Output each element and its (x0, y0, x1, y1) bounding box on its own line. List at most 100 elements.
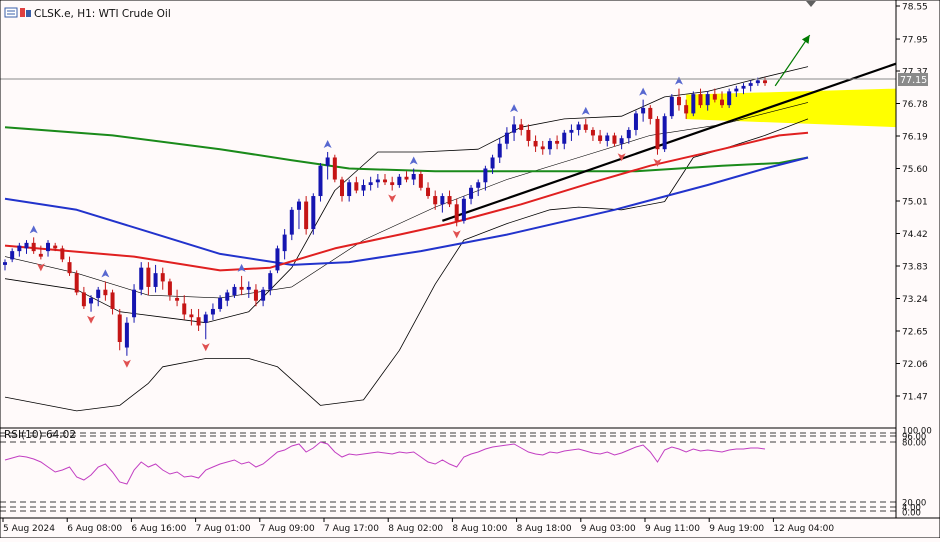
candle-body (662, 116, 667, 150)
candle-body (669, 96, 674, 117)
candle-body (139, 267, 144, 290)
fractal-up-icon (409, 156, 418, 165)
price-tick-label: 78.55 (902, 3, 928, 13)
price-tick-label: 75.60 (902, 165, 928, 175)
candle-body (469, 187, 474, 199)
candle-body (490, 157, 495, 169)
candle (476, 179, 481, 197)
rsi-tick-label: 80.00 (902, 439, 926, 449)
symbol-label: CLSK.e, H1: WTI Crude Oil (34, 8, 171, 20)
candle (418, 171, 423, 191)
candle (590, 127, 595, 141)
current-price-tag: 77.15 (898, 73, 928, 86)
candle-body (626, 129, 631, 139)
candle (469, 185, 474, 205)
candle-body (433, 196, 438, 205)
candle-body (641, 107, 646, 114)
fractal-up-icon (639, 87, 648, 96)
candle-body (289, 209, 294, 235)
candle (426, 182, 431, 199)
candle (253, 284, 258, 307)
candle (720, 91, 724, 108)
candle (275, 245, 280, 274)
candle (196, 308, 201, 331)
candle (533, 135, 538, 152)
candle (289, 207, 294, 241)
candle (38, 245, 43, 260)
candle (562, 129, 567, 150)
candle-body (261, 289, 266, 301)
candle (296, 198, 301, 230)
ma-fast-line (4, 131, 809, 272)
candle-body (497, 143, 502, 158)
candle (383, 174, 388, 186)
rsi-line (4, 441, 766, 485)
price-tick-label: 72.65 (902, 328, 928, 338)
candle-body (96, 289, 101, 298)
candle-body (555, 140, 560, 144)
candle-body (390, 182, 395, 186)
candle (124, 317, 129, 356)
candle (734, 85, 739, 97)
candle-body (325, 157, 330, 166)
candle-body (275, 248, 280, 271)
candle (619, 135, 624, 150)
fractal-up-icon (323, 139, 332, 148)
candle-body (547, 140, 552, 150)
candle (483, 165, 488, 191)
candle-body (727, 91, 732, 106)
candle (46, 240, 51, 257)
candle-body (741, 85, 746, 89)
candle-body (10, 251, 15, 260)
candle-body (103, 289, 108, 296)
fractal-down-icon (617, 153, 626, 162)
candle-body (110, 292, 115, 309)
chart-type-icon[interactable] (20, 8, 25, 17)
fractal-up-icon (674, 76, 683, 85)
candle-body (533, 140, 538, 147)
rsi-label: RSI(10) 64.02 (4, 429, 76, 441)
candle-body (375, 179, 380, 183)
time-tick-label: 6 Aug 16:00 (131, 524, 186, 534)
candle-body (404, 176, 409, 180)
candle (390, 176, 395, 191)
candle-body (67, 262, 72, 274)
candle (132, 284, 137, 323)
candle (648, 105, 653, 125)
candle-body (268, 273, 273, 290)
window-list-icon[interactable] (4, 7, 18, 18)
rsi-tick-label: 20.00 (902, 499, 926, 509)
shift-marker-icon (806, 1, 816, 7)
candle-body (239, 286, 244, 290)
candle-body (440, 196, 445, 205)
ma-slow-line (4, 126, 809, 173)
candle-body (304, 201, 309, 230)
candle-body (583, 124, 588, 130)
candle (31, 237, 36, 254)
candle-body (38, 253, 43, 257)
rsi-tick-label: 0.00 (902, 509, 921, 519)
candle (246, 281, 251, 298)
fractal-down-icon (36, 263, 45, 272)
candle (167, 278, 172, 301)
candle-body (153, 273, 158, 287)
candle-body (368, 182, 373, 186)
candle-body (605, 135, 610, 141)
candle (318, 162, 323, 202)
fractal-down-icon (122, 359, 131, 368)
time-tick-label: 9 Aug 19:00 (709, 524, 764, 534)
candle-body (253, 289, 258, 301)
candle-body (354, 182, 359, 191)
candle-body (318, 165, 323, 197)
candle-body (562, 132, 567, 144)
rsi-tick-label: 100.00 (902, 427, 932, 437)
candle (504, 127, 509, 150)
candle-body (24, 242, 29, 249)
candle (153, 264, 158, 293)
candle (605, 132, 610, 147)
fractal-down-icon (388, 194, 397, 203)
candle (347, 179, 352, 202)
candle (261, 286, 266, 307)
candle-body (454, 204, 459, 221)
